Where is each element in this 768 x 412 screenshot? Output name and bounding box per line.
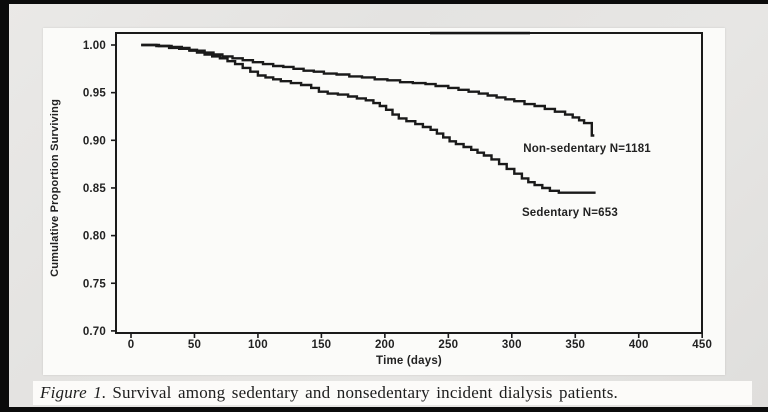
- caption-figure-number: Figure 1.: [40, 383, 107, 402]
- y-tick-label: 0.95: [83, 88, 107, 100]
- x-tick-label: 450: [692, 339, 712, 351]
- x-tick-label: 400: [629, 339, 649, 351]
- survival-curve-non-sedentary: [141, 43, 595, 137]
- x-tick-label: 150: [311, 339, 331, 351]
- x-tick-label: 350: [565, 339, 585, 351]
- y-tick-label: 0.90: [83, 135, 106, 147]
- x-axis-title: Time (days): [376, 355, 442, 367]
- y-tick-label: 0.70: [83, 326, 106, 338]
- plot-frame: [115, 32, 703, 334]
- y-tick-label: 0.80: [83, 231, 106, 243]
- x-tick-label: 200: [375, 339, 395, 351]
- x-tick-label: 250: [438, 339, 458, 351]
- y-tick-label: 0.85: [83, 183, 107, 195]
- curve-label-sedentary: Sedentary N=653: [522, 207, 618, 219]
- curve-label-non-sedentary: Non-sedentary N=1181: [523, 143, 651, 155]
- survival-curve-sedentary: [141, 43, 596, 194]
- y-tick-label: 0.75: [83, 278, 107, 290]
- figure-caption: Figure 1. Survival among sedentary and no…: [33, 381, 752, 405]
- x-tick-label: 100: [248, 339, 268, 351]
- scan-artifact: [430, 31, 530, 35]
- x-tick-label: 300: [502, 339, 522, 351]
- caption-text: Survival among sedentary and nonsedentar…: [112, 383, 618, 402]
- figure-panel: [43, 28, 725, 375]
- y-tick-label: 1.00: [83, 40, 106, 52]
- left-border-bar: [0, 0, 9, 412]
- y-axis-title: Cumulative Proportion Surviving: [49, 99, 61, 277]
- x-tick-label: 50: [188, 339, 201, 351]
- top-border-bar: [0, 0, 768, 4]
- bottom-border-bar: [0, 407, 768, 412]
- x-tick-label: 0: [128, 339, 135, 351]
